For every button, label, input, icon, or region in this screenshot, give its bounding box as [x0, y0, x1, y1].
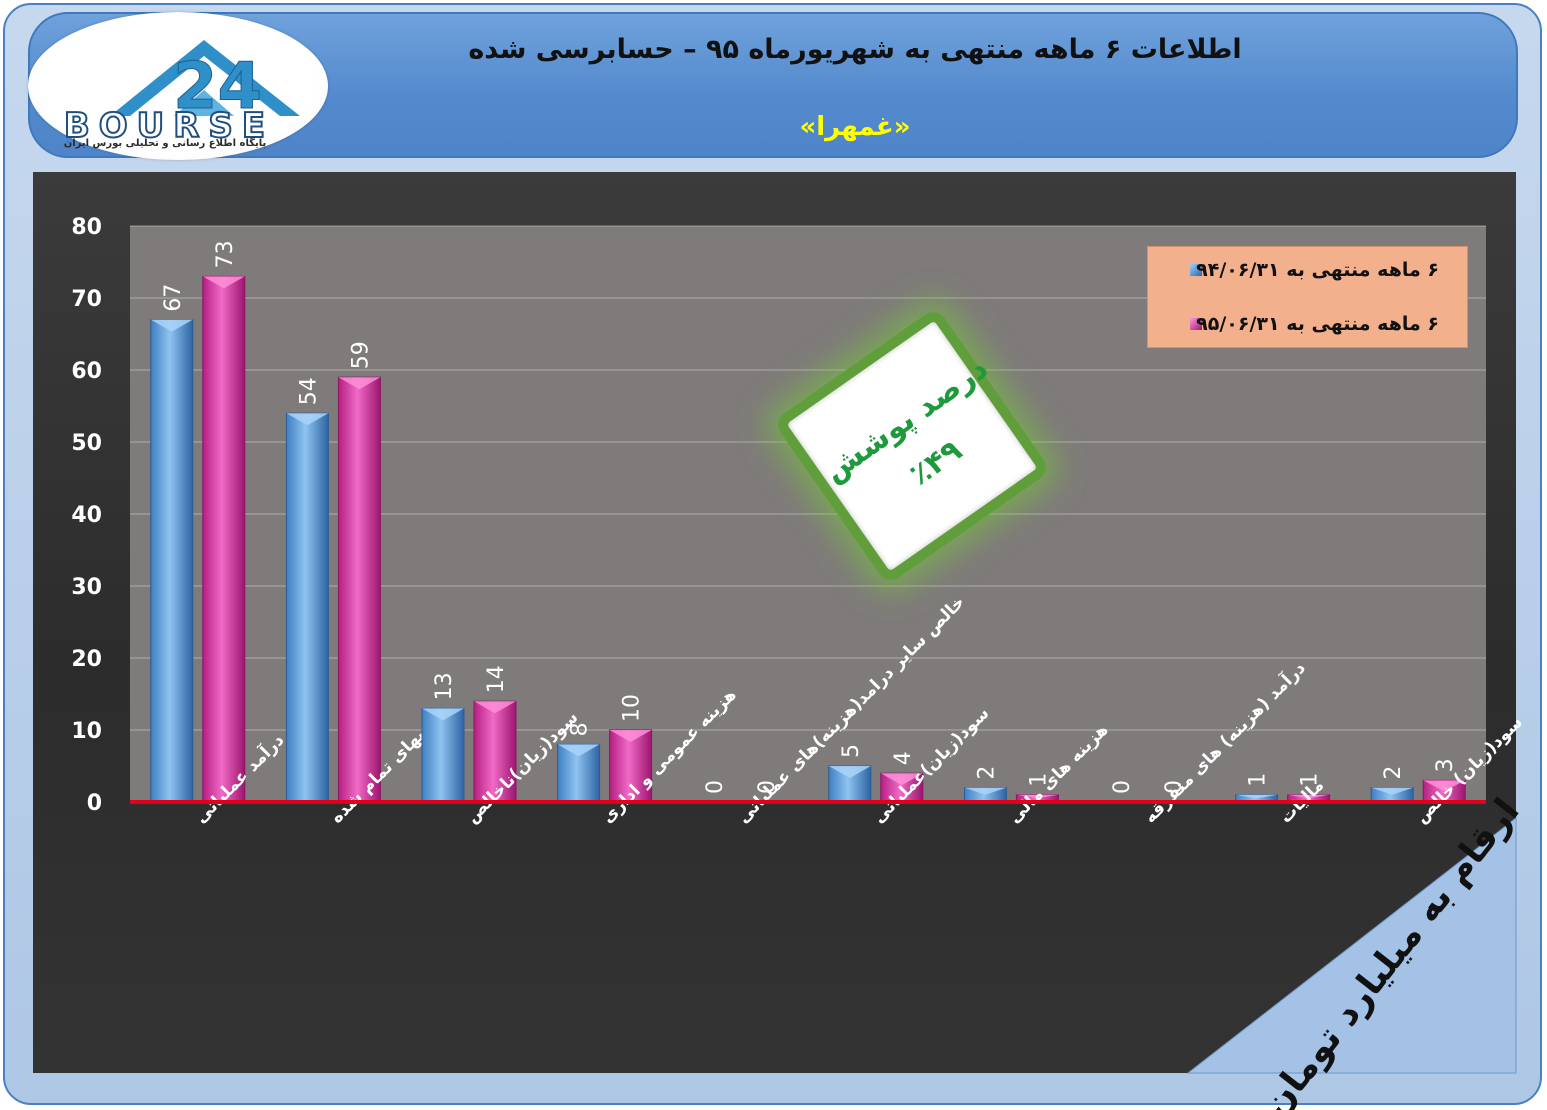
data-label: 3 — [1433, 758, 1458, 772]
bar-cap-series1 — [1371, 787, 1414, 795]
bar-cap-series1 — [964, 787, 1007, 795]
data-label: 10 — [620, 694, 645, 722]
bar-cap-series2 — [880, 773, 923, 786]
data-label: 1 — [1026, 773, 1051, 787]
company-symbol: «غمهرا» — [799, 112, 911, 142]
data-label: 0 — [1162, 780, 1187, 794]
bar-series2 — [337, 376, 381, 803]
bar-cap-series1 — [422, 708, 464, 721]
bar-cap-series2 — [1287, 794, 1330, 799]
bar-cap-series1 — [286, 413, 329, 426]
data-label: 5 — [839, 744, 864, 758]
data-label: 0 — [755, 780, 780, 794]
data-label: 0 — [703, 780, 728, 794]
y-tick-label: 70 — [71, 287, 102, 312]
y-tick-label: 80 — [71, 215, 102, 240]
bar-cap-series2 — [1423, 780, 1466, 792]
logo-mark-icon: 24 — [110, 40, 300, 125]
data-label: 67 — [161, 284, 186, 312]
y-tick-label: 30 — [71, 575, 102, 600]
logo-word: BOURSE — [63, 105, 275, 147]
y-tick-label: 60 — [71, 359, 102, 384]
page-title: اطلاعات ۶ ماهه منتهی به شهریورماه ۹۵ – ح… — [468, 34, 1242, 65]
bar-series1 — [421, 707, 465, 803]
data-label: 8 — [568, 722, 593, 736]
bourse-logo: 24 — [28, 12, 328, 160]
bar-series2 — [202, 275, 246, 803]
chart-legend: ۶ ماهه منتهی به ۹۴/۰۶/۳۱ ۶ ماهه منتهی به… — [1147, 246, 1468, 348]
data-label: 54 — [296, 377, 321, 405]
data-label: 0 — [1110, 780, 1135, 794]
y-tick-label: 20 — [71, 647, 102, 672]
data-label: 14 — [484, 665, 509, 693]
data-label: 1 — [1298, 773, 1323, 787]
bar-cap-series1 — [828, 766, 871, 778]
bar-cap-series2 — [338, 377, 381, 390]
bar-cap-series2 — [609, 730, 652, 742]
y-tick-label: 40 — [71, 503, 102, 528]
y-tick-label: 10 — [71, 719, 102, 744]
legend-label-series2: ۶ ماهه منتهی به ۹۵/۰۶/۳۱ — [1196, 313, 1439, 335]
data-label: 59 — [348, 341, 373, 369]
bar-cap-series1 — [557, 744, 600, 757]
legend-swatch-series2 — [1190, 318, 1202, 330]
bar-cap-series2 — [474, 701, 516, 714]
bar-cap-series1 — [150, 319, 193, 332]
logo-subtitle: پایگاه اطلاع رسانی و تحلیلی بورس ایران — [63, 138, 267, 149]
bar-series1 — [285, 412, 329, 803]
data-label: 73 — [213, 240, 238, 268]
data-label: 13 — [432, 672, 457, 700]
bar-series1 — [150, 319, 194, 803]
y-tick-label: 50 — [71, 431, 102, 456]
bar-cap-series2 — [1016, 794, 1059, 799]
svg-text:24: 24 — [173, 50, 262, 124]
bar-cap-series2 — [202, 276, 245, 289]
bar-cap-series1 — [1235, 794, 1278, 799]
data-label: 2 — [974, 766, 999, 780]
data-label: 4 — [891, 751, 916, 765]
y-tick-label: 0 — [87, 791, 102, 816]
data-label: 1 — [1246, 773, 1271, 787]
bar-series2 — [473, 700, 517, 803]
legend-swatch-series1 — [1190, 264, 1202, 276]
legend-label-series1: ۶ ماهه منتهی به ۹۴/۰۶/۳۱ — [1196, 259, 1439, 281]
data-label: 2 — [1381, 766, 1406, 780]
